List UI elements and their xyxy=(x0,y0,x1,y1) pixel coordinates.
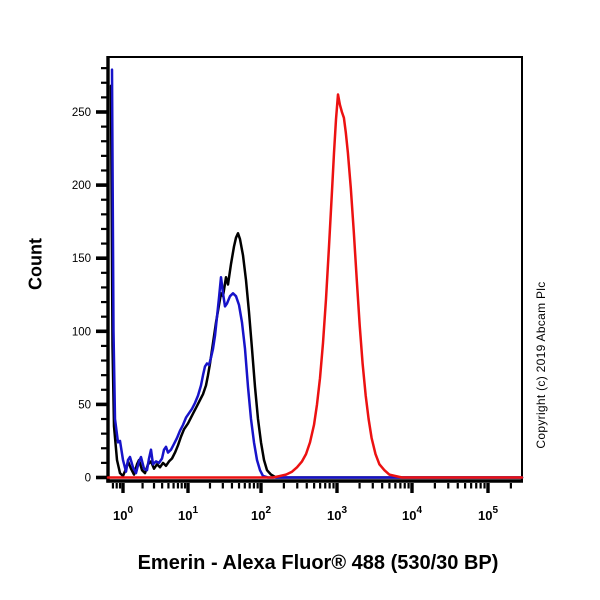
y-tick-label: 50 xyxy=(78,399,91,411)
x-tick-label: 102 xyxy=(251,505,271,523)
y-tick-label: 250 xyxy=(72,107,91,119)
x-tick-label: 103 xyxy=(327,505,347,523)
copyright-text: Copyright (c) 2019 Abcam Plc xyxy=(534,281,548,449)
x-tick-label: 105 xyxy=(478,505,498,523)
x-tick-label: 104 xyxy=(402,505,422,523)
y-tick-label: 150 xyxy=(72,253,91,265)
curve-red xyxy=(106,93,524,479)
x-tick-label: 101 xyxy=(178,505,198,523)
y-tick-label: 0 xyxy=(85,473,91,485)
curve-black xyxy=(109,84,524,479)
x-tick-label: 100 xyxy=(113,505,133,523)
y-tick-label: 200 xyxy=(72,180,91,192)
x-axis-title: Emerin - Alexa Fluor® 488 (530/30 BP) xyxy=(137,552,499,574)
y-axis-label: Count xyxy=(25,238,46,290)
y-tick-label: 100 xyxy=(72,326,91,338)
curve-blue xyxy=(110,68,524,479)
